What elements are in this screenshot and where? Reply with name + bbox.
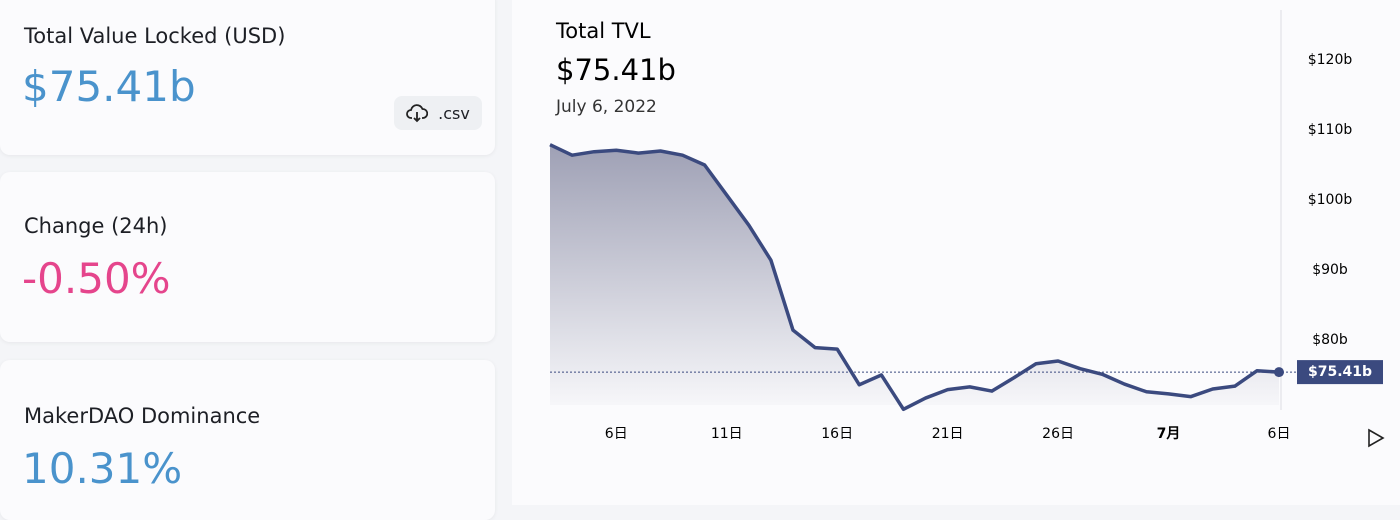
page: Total Value Locked (USD) $75.41b .csv Ch… xyxy=(0,0,1400,505)
stat-card: Total Value Locked (USD) $75.41b .csv xyxy=(0,0,495,155)
y-tick-label: $110b xyxy=(1308,122,1353,138)
y-tick-label: $80b xyxy=(1312,332,1348,348)
y-tick-label: $90b xyxy=(1312,262,1348,278)
x-tick-label: 6日 xyxy=(605,426,628,442)
stat-card: MakerDAO Dominance 10.31% xyxy=(0,360,495,520)
chart-date: July 6, 2022 xyxy=(555,97,657,117)
stat-label: MakerDAO Dominance xyxy=(24,404,261,428)
stat-value: $75.41b xyxy=(22,62,196,111)
x-tick-label: 21日 xyxy=(932,426,964,442)
chart-panel: Total TVL $75.41b July 6, 2022 $80b $90b $… xyxy=(512,0,1400,505)
stat-card: Change (24h) -0.50% xyxy=(0,172,495,342)
x-tick-label: 7月 xyxy=(1157,426,1181,442)
current-label-box xyxy=(1297,360,1383,385)
current-label: $75.41b xyxy=(1308,364,1372,380)
line xyxy=(549,143,1280,412)
csv-button[interactable]: .csv xyxy=(394,96,482,130)
download-icon xyxy=(406,104,429,123)
csv-label: .csv xyxy=(438,103,470,123)
chart: Total TVL $75.41b July 6, 2022 $80b $90b $… xyxy=(549,10,1385,448)
area-fill xyxy=(550,144,1279,410)
stat-label: Change (24h) xyxy=(24,214,168,238)
play-button[interactable] xyxy=(1368,428,1385,448)
x-tick-label: 6日 xyxy=(1268,426,1291,442)
y-tick-label: $100b xyxy=(1308,192,1353,208)
x-tick-label: 16日 xyxy=(821,426,853,442)
stat-label: Total Value Locked (USD) xyxy=(24,24,286,48)
y-tick-label: $120b xyxy=(1308,52,1353,68)
x-tick-label: 26日 xyxy=(1042,426,1074,442)
chart-headline: $75.41b xyxy=(556,53,676,87)
stat-value: 10.31% xyxy=(22,444,183,493)
chart-title: Total TVL xyxy=(555,19,651,43)
x-tick-label: 11日 xyxy=(711,426,743,442)
stat-value: -0.50% xyxy=(22,254,171,303)
